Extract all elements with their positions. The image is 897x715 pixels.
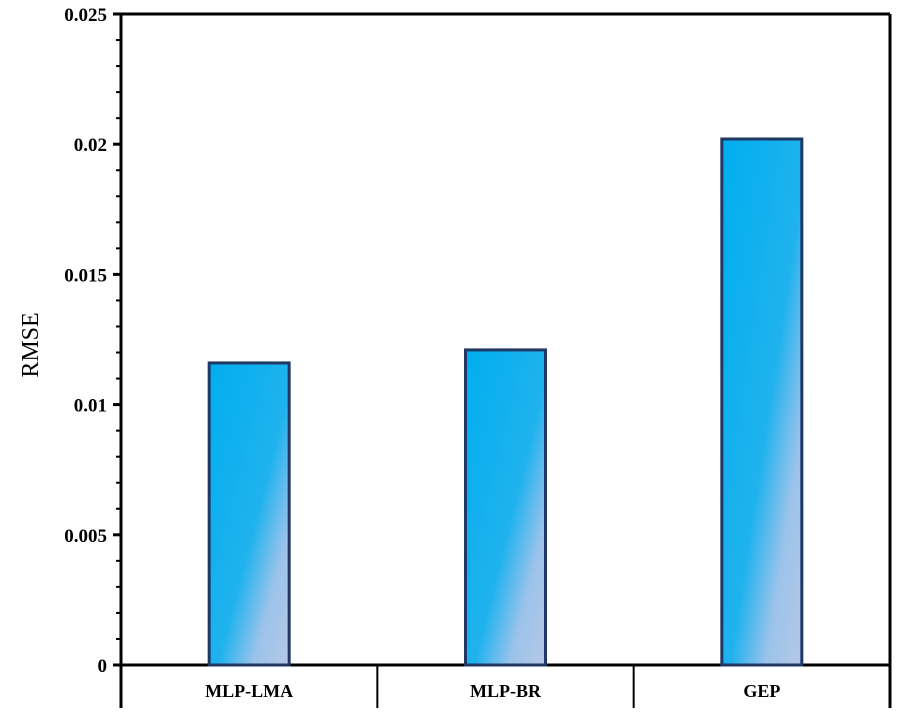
y-tick-label: 0.005 bbox=[64, 526, 107, 547]
x-category-label: MLP-BR bbox=[470, 681, 542, 701]
bars bbox=[207, 137, 804, 667]
bar-gep bbox=[720, 137, 804, 667]
y-tick-label: 0.015 bbox=[64, 265, 107, 286]
x-category-label: GEP bbox=[743, 681, 780, 701]
y-tick-label: 0.02 bbox=[74, 135, 107, 156]
x-axis-categories: MLP-LMA MLP-BR GEP bbox=[205, 665, 780, 708]
y-tick-label: 0 bbox=[98, 656, 108, 677]
y-tick-label: 0.01 bbox=[74, 396, 107, 417]
y-tick-label: 0.025 bbox=[64, 5, 107, 26]
x-category-label: MLP-LMA bbox=[205, 681, 293, 701]
bar-mlp-lma bbox=[207, 361, 291, 667]
y-axis: 0 0.005 0.01 0.015 0.02 0.025 bbox=[64, 5, 121, 677]
y-axis-title: RMSE bbox=[18, 312, 44, 377]
bar-mlp-br bbox=[464, 348, 547, 667]
